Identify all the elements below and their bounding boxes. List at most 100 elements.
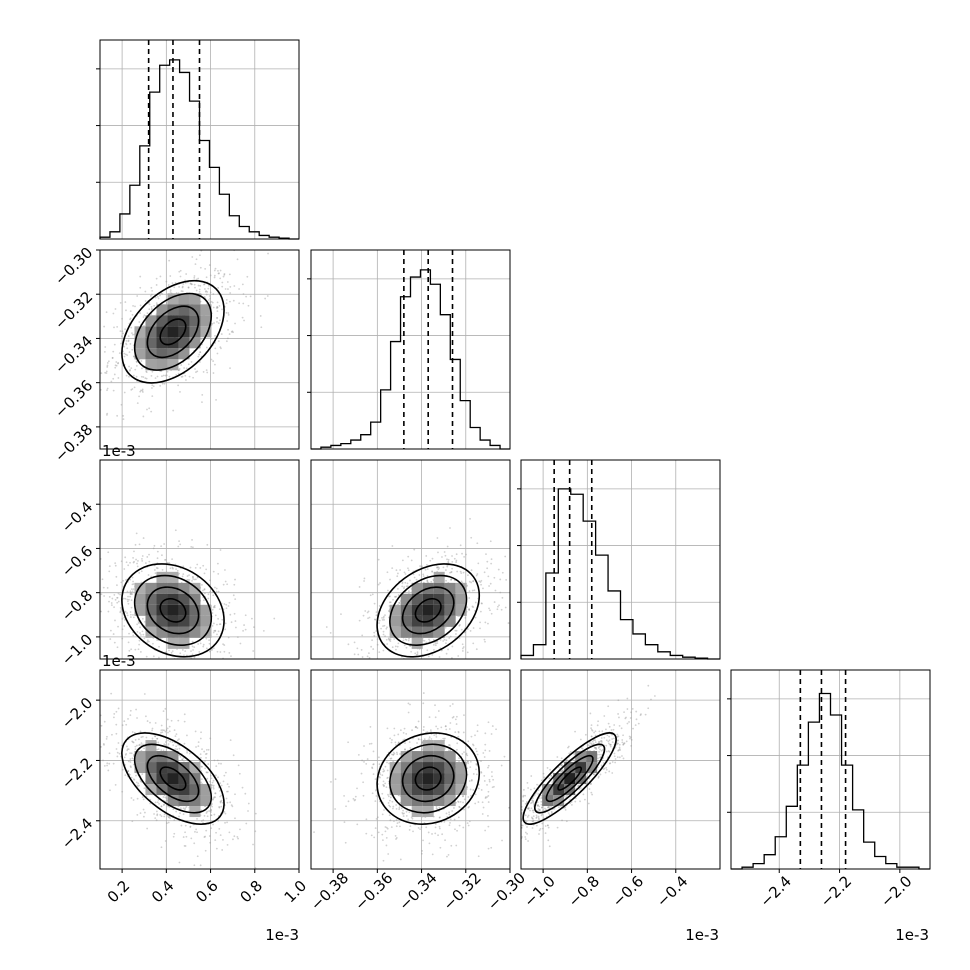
scatter-point <box>126 598 129 601</box>
scatter-point <box>191 546 194 549</box>
scatter-point <box>121 637 124 640</box>
scatter-point <box>399 729 402 732</box>
scatter-point <box>117 600 120 603</box>
scatter-point <box>219 834 222 837</box>
scatter-point <box>422 573 425 576</box>
scatter-point <box>127 564 130 567</box>
scatter-point <box>384 614 386 617</box>
scatter-point <box>175 745 178 748</box>
scatter-point <box>614 758 617 760</box>
scatter-point <box>120 560 123 563</box>
scatter-point <box>245 295 248 298</box>
scatter-point <box>463 798 466 801</box>
scatter-point <box>131 740 134 743</box>
x-tick-label: 0.8 <box>236 877 266 907</box>
scatter-point <box>423 639 426 642</box>
scatter-point <box>130 326 133 329</box>
scatter-point <box>151 642 154 645</box>
scatter-point <box>243 624 245 626</box>
contour-line <box>414 597 442 623</box>
scatter-point <box>201 748 203 751</box>
scatter-point <box>182 836 185 838</box>
density-cell <box>178 593 190 605</box>
scatter-point <box>487 764 490 767</box>
scatter-point <box>267 252 269 255</box>
scatter-point <box>170 651 173 654</box>
scatter-point <box>181 649 184 651</box>
scatter-point <box>189 825 192 828</box>
scatter-point <box>501 596 504 599</box>
density-cell <box>167 784 179 796</box>
density-cell <box>200 304 212 316</box>
scatter-point <box>503 755 506 758</box>
density-cell <box>178 293 190 305</box>
scatter-point <box>404 748 406 751</box>
scatter-point <box>382 785 385 788</box>
scatter-point <box>220 784 223 787</box>
contour-line <box>401 754 455 803</box>
scatter-point <box>208 295 211 297</box>
scatter-point <box>381 833 384 836</box>
scatter-point <box>124 353 127 356</box>
scatter-point <box>132 741 135 744</box>
scatter-point <box>497 605 499 608</box>
panel-content <box>325 517 510 674</box>
scatter-point <box>382 780 385 783</box>
scatter-point <box>120 581 123 584</box>
scatter-point <box>194 566 197 569</box>
contour-line <box>159 766 187 791</box>
scatter-point <box>411 729 413 732</box>
scatter-point <box>371 639 374 642</box>
scatter-point <box>450 578 453 580</box>
scatter-point <box>182 813 185 816</box>
scatter-point <box>434 704 436 707</box>
scatter-point <box>204 753 207 755</box>
scatter-point <box>254 830 257 833</box>
scatter-point <box>446 815 449 818</box>
scatter-point <box>386 827 389 830</box>
scatter-point <box>136 562 138 565</box>
scatter-point <box>196 831 198 834</box>
scatter-point <box>378 651 381 654</box>
scatter-point <box>445 642 447 645</box>
scatter-point <box>392 805 395 808</box>
contour-line <box>146 586 200 635</box>
scatter-point <box>139 812 142 815</box>
scatter-point <box>444 672 446 674</box>
scatter-point <box>432 638 435 641</box>
density-cell <box>400 784 412 796</box>
scatter-point <box>391 545 394 547</box>
scatter-point <box>442 566 445 569</box>
scatter-point <box>325 626 328 628</box>
scatter-point <box>362 781 365 784</box>
scatter-panel-0-1: −0.38−0.36−0.34−0.32−0.30 <box>44 244 300 466</box>
scatter-point <box>510 854 512 856</box>
scatter-point <box>179 391 181 393</box>
scatter-point <box>588 742 591 744</box>
scatter-point <box>408 590 410 593</box>
scatter-point <box>142 415 145 418</box>
scatter-point <box>171 558 174 561</box>
scatter-point <box>205 276 208 279</box>
scatter-point <box>213 276 216 279</box>
scatter-point <box>148 308 151 311</box>
scatter-point <box>163 729 166 732</box>
density-cell <box>422 740 434 752</box>
density-cell <box>178 304 190 316</box>
scatter-point <box>184 824 187 827</box>
scatter-point <box>189 566 192 569</box>
scatter-point <box>214 614 217 617</box>
scatter-point <box>388 638 390 641</box>
scatter-point <box>44 371 46 373</box>
scatter-point <box>484 640 486 643</box>
scatter-point <box>199 864 202 867</box>
scatter-point <box>493 601 496 603</box>
scatter-point <box>165 374 168 377</box>
scatter-point <box>129 317 132 320</box>
scatter-point <box>389 757 392 760</box>
scatter-point <box>132 561 135 564</box>
scatter-point <box>209 737 212 740</box>
scatter-point <box>237 764 240 767</box>
scatter-point <box>487 766 489 769</box>
scatter-point <box>173 729 176 732</box>
